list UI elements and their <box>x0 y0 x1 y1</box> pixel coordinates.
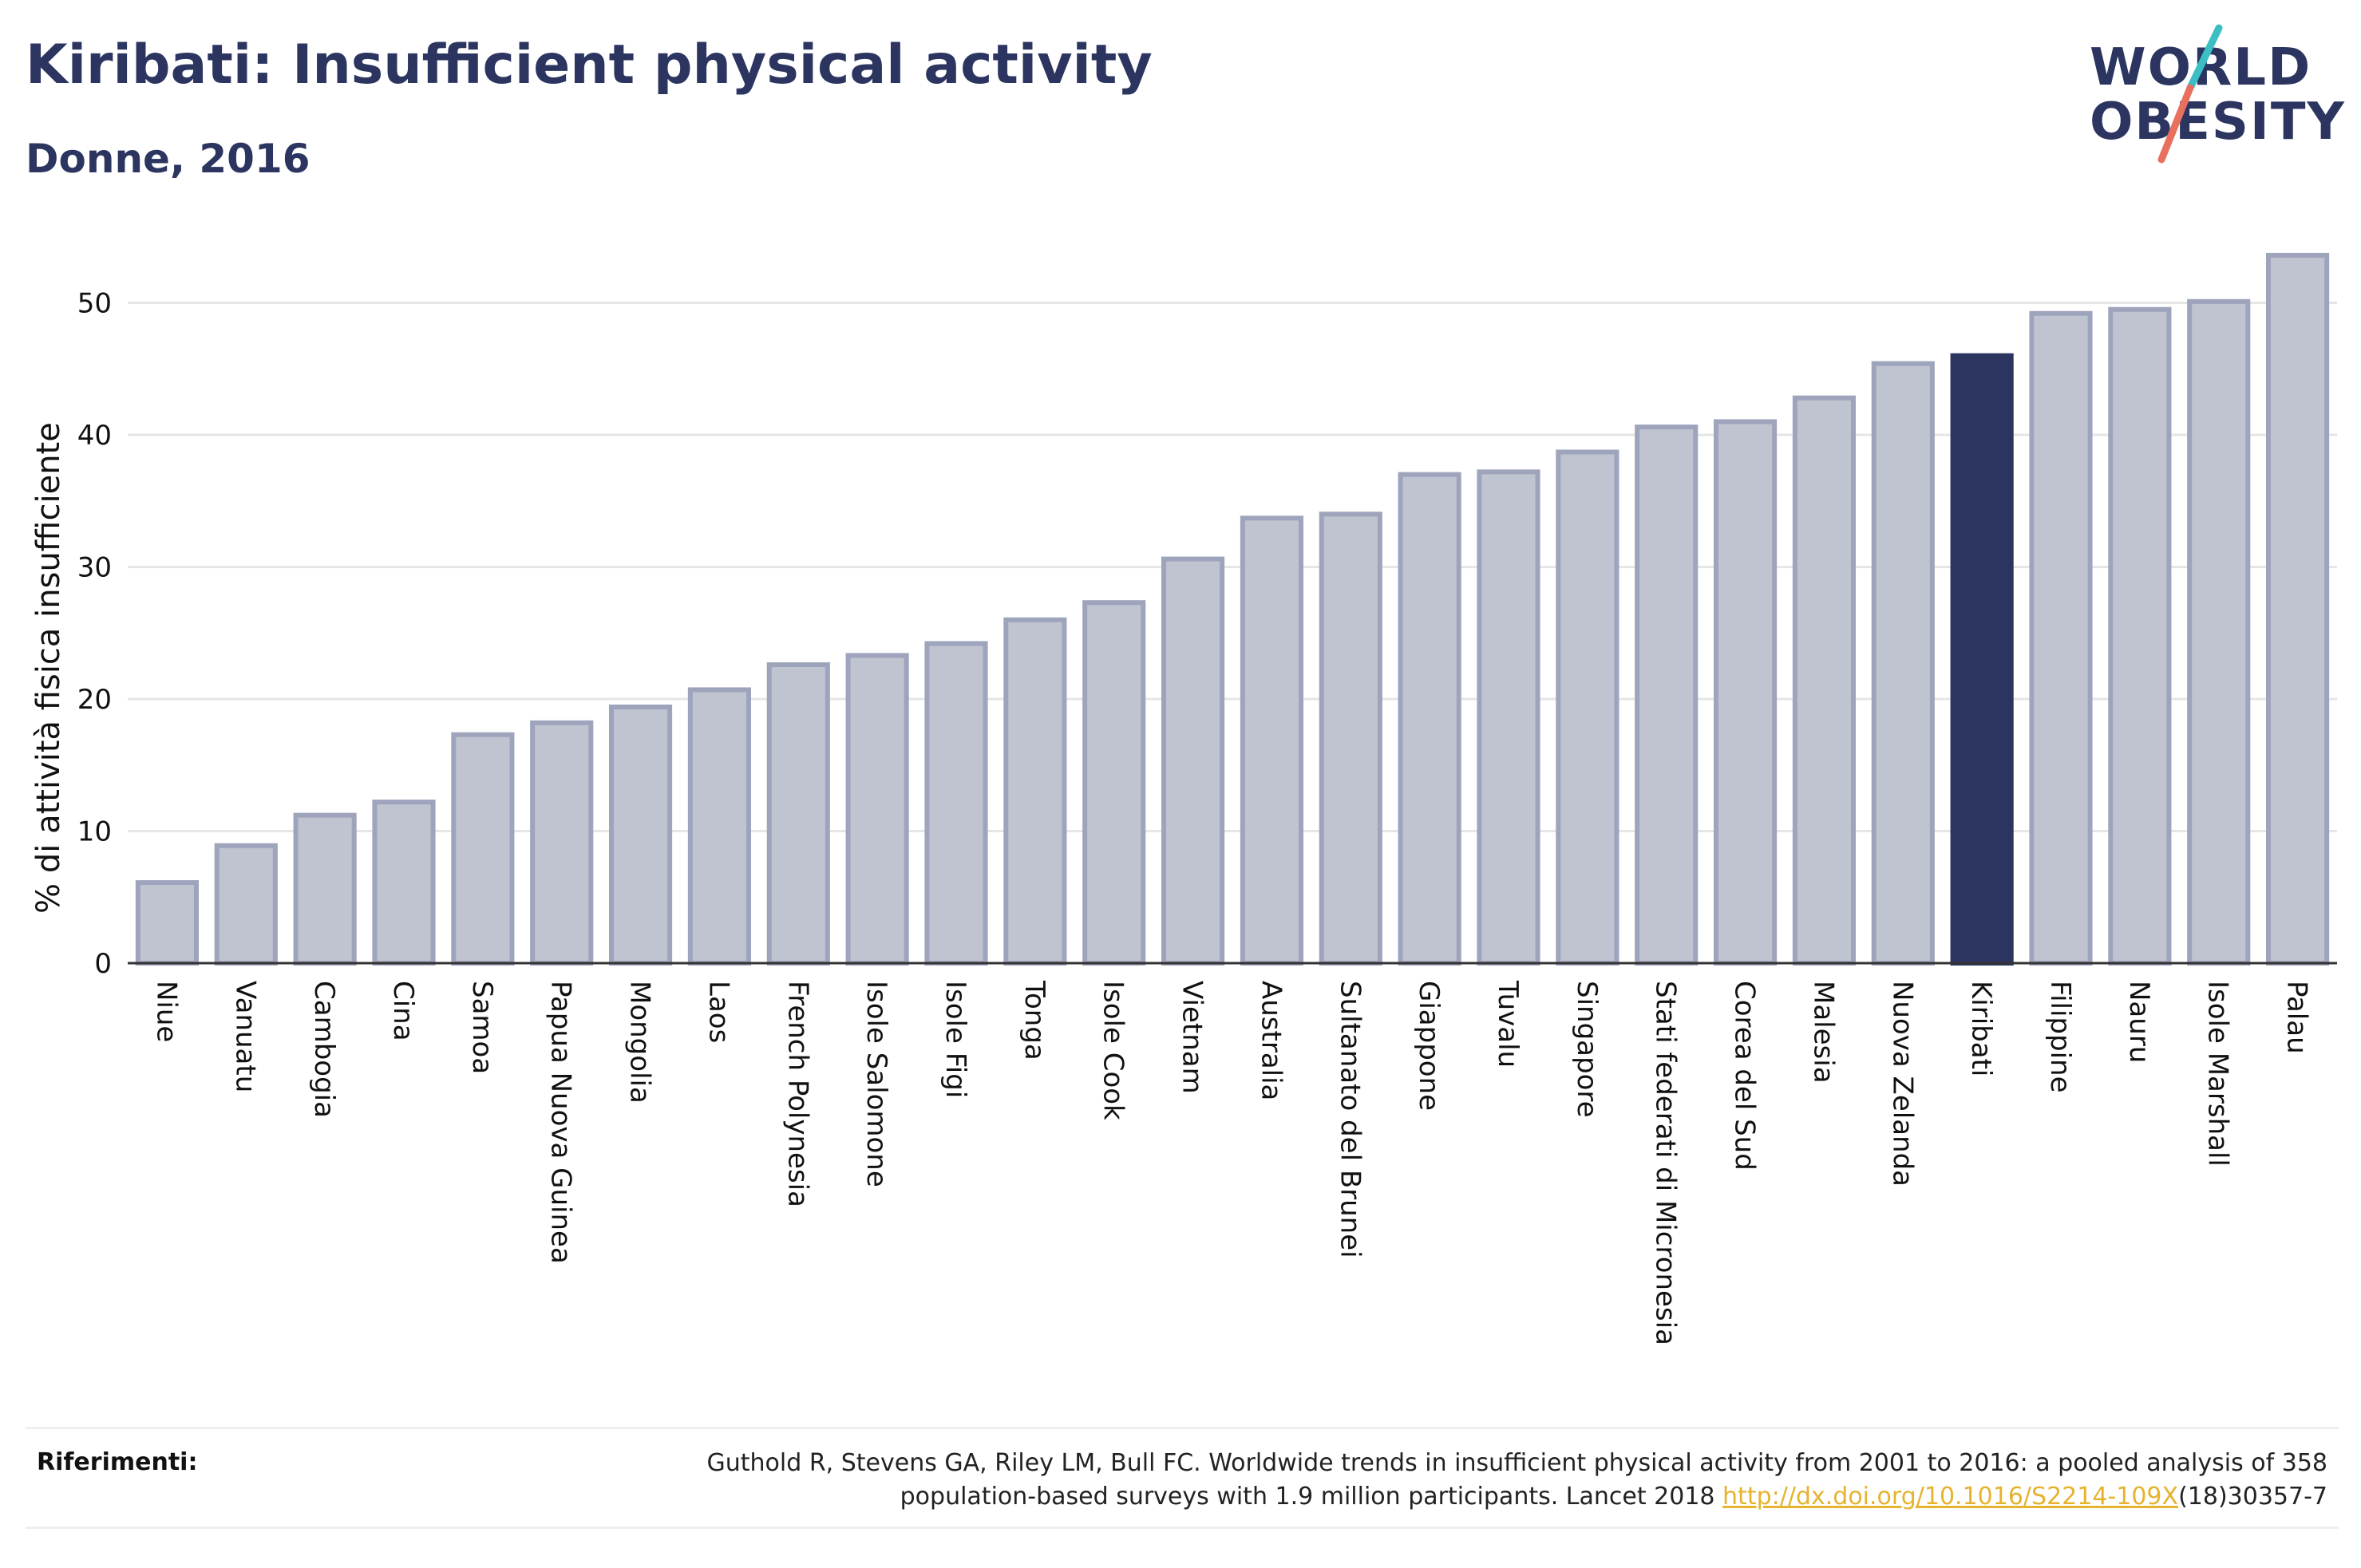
bar-corea-del-sud <box>1713 419 1778 966</box>
bar-samoa <box>451 732 515 966</box>
bar-tonga <box>1003 617 1067 966</box>
x-tick-label: Laos <box>702 981 734 1043</box>
x-tick-label: Cina <box>387 981 419 1041</box>
bar-tuvalu <box>1477 469 1540 966</box>
x-tick-label: Mongolia <box>624 981 656 1104</box>
x-tick-label: Isole Marshall <box>2202 981 2234 1167</box>
x-tick-label: Tonga <box>1018 980 1050 1060</box>
bar-mongolia <box>608 704 673 966</box>
bar-sultanato-del-brunei <box>1319 511 1382 966</box>
x-tick-label: Corea del Sud <box>1729 981 1761 1171</box>
bar-filippine <box>2029 310 2093 966</box>
x-tick-label: Australia <box>1255 981 1287 1100</box>
reference-doi-link[interactable]: http://dx.doi.org/10.1016/S2214-109X <box>1722 1483 2179 1511</box>
bar-stati-federati-di-micronesia <box>1635 425 1699 966</box>
x-tick-label: Nuova Zelanda <box>1886 981 1918 1187</box>
references-text: Guthold R, Stevens GA, Riley LM, Bull FC… <box>412 1447 2327 1514</box>
x-tick-label: Tuvalu <box>1492 980 1524 1068</box>
x-tick-label: Kiribati <box>1965 981 1997 1076</box>
bar-singapore <box>1556 449 1619 966</box>
bar-french-polynesia <box>766 662 830 966</box>
x-tick-label: Vietnam <box>1177 981 1208 1094</box>
bar-vanuatu <box>214 843 278 966</box>
bar-cina <box>372 800 436 966</box>
bar-nuova-zelanda <box>1871 361 1935 966</box>
x-tick-label: Isole Figi <box>939 981 971 1098</box>
x-tick-label: Filippine <box>2044 981 2076 1093</box>
y-axis-label: % di attività fisica insufficiente <box>30 422 67 914</box>
bar-isole-figi <box>924 641 988 966</box>
bar-laos <box>687 687 752 966</box>
bar-isole-cook <box>1082 600 1146 966</box>
y-tick-label: 20 <box>77 684 112 716</box>
bar-australia <box>1240 515 1304 966</box>
x-tick-label: Niue <box>150 981 182 1042</box>
x-tick-label: Giappone <box>1413 981 1445 1111</box>
x-tick-label: French Polynesia <box>781 981 813 1207</box>
y-tick-label: 0 <box>94 948 112 980</box>
y-tick-label: 10 <box>77 816 112 848</box>
references-label: Riferimenti: <box>37 1448 198 1476</box>
bar-cambogia <box>293 812 357 966</box>
y-tick-label: 30 <box>77 552 112 584</box>
reference-line2-prefix: population-based surveys with 1.9 millio… <box>900 1483 1723 1511</box>
x-tick-label: Samoa <box>466 981 498 1074</box>
bar-giappone <box>1398 472 1461 966</box>
y-tick-label: 50 <box>77 288 112 320</box>
x-tick-label: Papua Nuova Guinea <box>545 981 577 1264</box>
references-footer: Riferimenti: Guthold R, Stevens GA, Rile… <box>26 1427 2339 1529</box>
x-tick-label: Singapore <box>1571 981 1603 1118</box>
reference-line1: Guthold R, Stevens GA, Riley LM, Bull FC… <box>706 1449 2327 1477</box>
world-obesity-logo: WORLD OBESITY <box>2075 24 2347 168</box>
x-tick-label: Isole Cook <box>1097 981 1129 1120</box>
bar-isole-marshall <box>2187 298 2251 966</box>
logo-slash-icon <box>2157 24 2223 164</box>
bar-papua-nuova-guinea <box>530 720 594 966</box>
x-tick-label: Cambogia <box>308 981 340 1118</box>
y-tick-label: 40 <box>77 420 112 452</box>
x-tick-label: Vanuatu <box>229 981 261 1092</box>
bar-niue <box>135 880 200 966</box>
bar-isole-salomone <box>845 653 909 966</box>
chart-title: Kiribati: Insufficient physical activity <box>26 34 1153 97</box>
x-tick-label: Malesia <box>1807 981 1839 1084</box>
logo-word-obesity: OBESITY <box>2090 93 2346 152</box>
bar-malesia <box>1792 395 1857 966</box>
x-tick-label: Sultanato del Brunei <box>1334 981 1366 1258</box>
bar-kiribati <box>1950 353 2014 966</box>
bar-vietnam <box>1161 556 1225 966</box>
x-tick-label: Stati federati di Micronesia <box>1650 981 1682 1345</box>
bar-nauru <box>2108 306 2172 966</box>
x-tick-label: Palau <box>2281 981 2313 1054</box>
x-tick-label: Isole Salomone <box>860 981 892 1187</box>
bar-palau <box>2265 252 2330 966</box>
bar-chart: 0 10 20 30 40 50 % di attività fisica insuffic… <box>30 252 2337 1345</box>
x-tick-label: Nauru <box>2123 981 2155 1063</box>
chart-subtitle: Donne, 2016 <box>26 136 310 182</box>
reference-line2-suffix: (18)30357-7 <box>2178 1483 2327 1511</box>
